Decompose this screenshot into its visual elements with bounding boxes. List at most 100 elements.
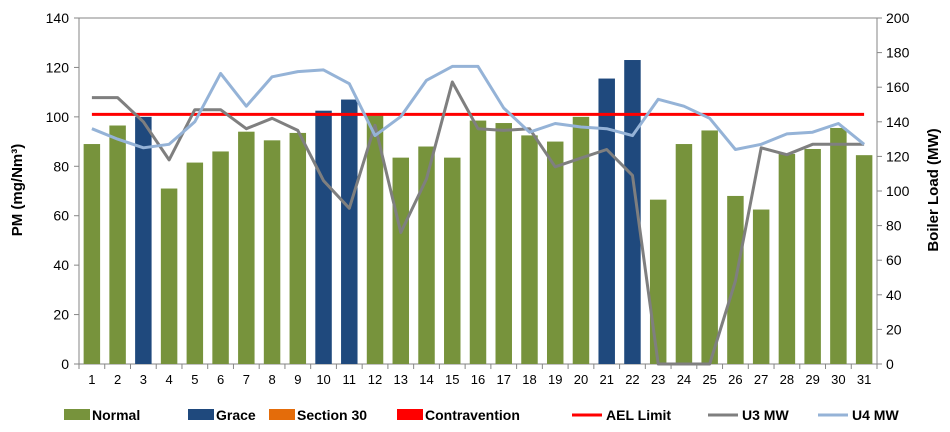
line-u4-mw <box>91 64 866 151</box>
x-tick-label: 9 <box>294 372 301 387</box>
y2-tick-label: 180 <box>886 45 910 61</box>
x-tick-label: 7 <box>243 372 250 387</box>
x-tick-label: 19 <box>548 372 562 387</box>
y2-tick-label: 140 <box>886 114 910 130</box>
x-axis: 1 2 3 4 5 6 7 8 9 10 11 12 13 14 15 16 17 18 19 20 21 22 23 24 2… <box>78 364 878 387</box>
y-tick-label: 120 <box>46 59 70 75</box>
bar-normal <box>83 144 101 364</box>
x-tick-label: 31 <box>857 372 871 387</box>
x-tick-label: 5 <box>191 372 198 387</box>
legend-label-contravention: Contravention <box>425 407 520 423</box>
x-tick-label: 24 <box>677 372 691 387</box>
y-tick-label: 80 <box>53 158 69 174</box>
x-tick-label: 17 <box>497 372 511 387</box>
y2-tick-label: 40 <box>886 287 902 303</box>
bar-normal <box>444 157 461 364</box>
x-tick-label: 10 <box>316 372 330 387</box>
x-tick-label: 21 <box>599 372 613 387</box>
bar-normal <box>675 144 693 364</box>
bar-normal <box>649 199 667 364</box>
y-tick-label: 100 <box>46 109 70 125</box>
bar-normal <box>855 155 873 364</box>
bar-normal <box>186 162 204 364</box>
bar-normal <box>495 123 512 365</box>
legend-label-u4-mw: U4 MW <box>852 407 899 423</box>
x-tick-label: 11 <box>343 372 357 387</box>
legend-swatch-normal <box>64 409 90 420</box>
y2-tick-label: 160 <box>886 79 910 95</box>
x-tick-label: 23 <box>651 372 665 387</box>
bar-normal <box>778 153 796 364</box>
bar-grace <box>315 110 332 364</box>
x-tick-label: 12 <box>368 372 382 387</box>
bar-normal <box>238 131 255 364</box>
bar-normal <box>289 132 307 364</box>
bar-normal <box>109 125 126 364</box>
bar-series <box>83 60 873 365</box>
y2-tick-label: 200 <box>886 10 910 26</box>
y-tick-label: 20 <box>53 307 69 323</box>
bar-normal <box>469 120 487 364</box>
bar-normal <box>212 151 229 364</box>
x-tick-label: 1 <box>88 372 95 387</box>
x-tick-label: 14 <box>419 372 433 387</box>
y2-tick-label: 80 <box>886 218 902 234</box>
x-tick-label: 26 <box>728 372 742 387</box>
bar-normal <box>160 188 178 364</box>
x-tick-label: 25 <box>702 372 716 387</box>
y-tick-label: 60 <box>53 208 69 224</box>
legend-swatch-grace <box>188 409 214 420</box>
x-tick-label: 27 <box>754 372 768 387</box>
bar-grace <box>135 116 152 364</box>
x-tick-label: 29 <box>805 372 819 387</box>
x-tick-label: 6 <box>217 372 224 387</box>
legend-label-ael-limit: AEL Limit <box>606 407 671 423</box>
bar-normal <box>418 146 435 364</box>
legend-label-u3-mw: U3 MW <box>742 407 789 423</box>
y-tick-label: 40 <box>53 257 69 273</box>
bar-normal <box>830 127 847 364</box>
bar-normal <box>804 148 821 364</box>
y2-tick-label: 20 <box>886 321 902 337</box>
y2-tick-label: 60 <box>886 252 902 268</box>
legend: Normal Grace Section 30 Contravention AEL Li… <box>64 407 899 423</box>
bar-normal <box>701 130 718 364</box>
x-tick-label: 3 <box>140 372 147 387</box>
x-tick-label: 28 <box>780 372 794 387</box>
x-tick-label: 13 <box>394 372 408 387</box>
bar-grace <box>598 78 615 365</box>
bar-normal <box>366 115 384 364</box>
x-tick-label: 15 <box>445 372 459 387</box>
legend-label-normal: Normal <box>92 407 140 423</box>
y-tick-label: 0 <box>61 356 69 372</box>
bar-normal <box>572 116 590 364</box>
x-tick-label: 18 <box>522 372 536 387</box>
y2-axis-title: Boiler Load (MW) <box>925 128 942 251</box>
y2-tick-label: 0 <box>886 356 894 372</box>
y2-tick-label: 100 <box>886 183 910 199</box>
line-u3-mw <box>91 80 865 366</box>
x-tick-label: 8 <box>268 372 275 387</box>
bar-normal <box>546 141 564 364</box>
legend-swatch-section-30 <box>269 409 295 420</box>
y-axis-left: 0 20 40 60 80 100 120 140 <box>46 10 79 372</box>
line-series <box>91 64 866 366</box>
y-axis-right: 0 20 40 60 80 100 120 140 160 180 200 <box>877 10 910 372</box>
x-tick-label: 20 <box>574 372 588 387</box>
x-tick-label: 4 <box>165 372 172 387</box>
legend-swatch-contravention <box>397 409 423 420</box>
legend-label-section-30: Section 30 <box>297 407 367 423</box>
y-tick-label: 140 <box>46 10 70 26</box>
legend-label-grace: Grace <box>216 407 256 423</box>
y2-tick-label: 120 <box>886 148 910 164</box>
bar-normal <box>263 140 281 364</box>
bar-grace <box>341 99 358 365</box>
y-axis-title: PM (mg/Nm³) <box>9 144 26 237</box>
x-tick-label: 16 <box>471 372 485 387</box>
bar-normal <box>752 209 770 364</box>
x-tick-label: 22 <box>625 372 639 387</box>
bar-normal <box>392 157 410 364</box>
x-tick-label: 30 <box>831 372 845 387</box>
bar-normal <box>521 135 538 364</box>
